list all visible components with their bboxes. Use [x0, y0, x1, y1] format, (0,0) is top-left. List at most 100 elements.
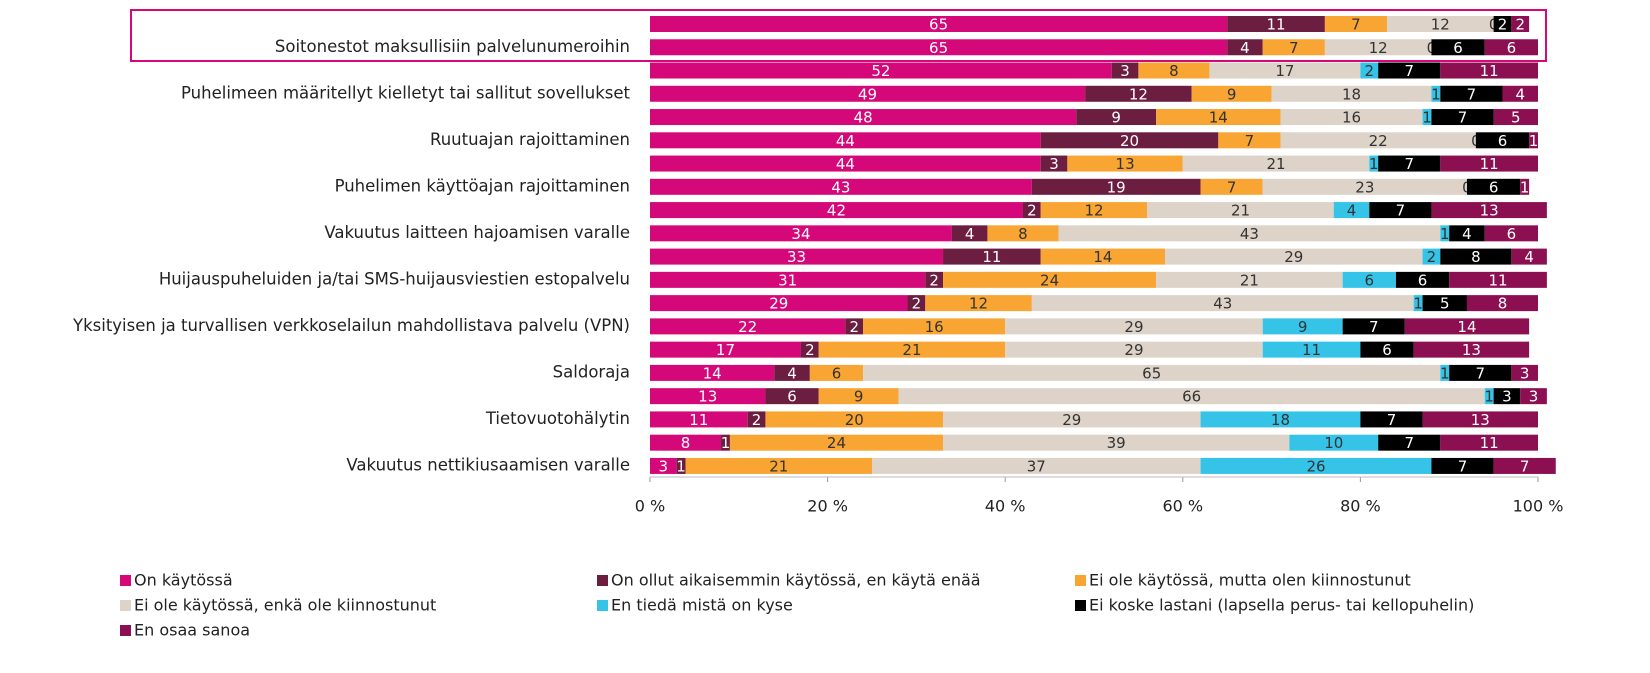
bar-segment: [863, 364, 1441, 381]
data-label: 8: [681, 434, 691, 452]
bar-segment: [1280, 109, 1423, 126]
bar-segment: [1005, 318, 1263, 335]
data-label: 43: [831, 178, 850, 196]
bar-segment: [845, 318, 864, 335]
x-tick-label: 60 %: [1162, 497, 1203, 516]
bar-segment: [1431, 109, 1494, 126]
bar-segment: [1431, 85, 1441, 102]
data-label: 13: [698, 388, 717, 406]
bar-segment: [1493, 388, 1521, 405]
bar-segment: [1475, 132, 1530, 149]
bar-segment: [650, 39, 1228, 56]
highlight-box: [130, 9, 1547, 62]
bar-segment: [1449, 271, 1547, 288]
bar-segment: [1378, 62, 1441, 79]
bar-segment: [650, 16, 1228, 32]
bar-segment: [1200, 411, 1361, 428]
legend-label: Ei ole käytössä, mutta olen kiinnostunut: [1089, 571, 1411, 590]
bar-segment: [1200, 457, 1432, 474]
data-label: 3: [1520, 364, 1530, 382]
bar-segment: [650, 364, 775, 381]
bar-segment: [1404, 318, 1530, 335]
bar-segment: [987, 225, 1059, 242]
bar-segment: [650, 62, 1112, 79]
data-label: 8: [1018, 225, 1028, 243]
bar-segment: [1067, 155, 1183, 172]
bar-segment: [898, 388, 1485, 405]
data-label: 7: [1227, 178, 1237, 196]
data-label: 23: [1355, 178, 1374, 196]
bar-segment: [1289, 434, 1379, 451]
bar-segment: [650, 271, 926, 288]
data-label: 4: [1240, 39, 1250, 57]
data-label: 39: [1107, 434, 1126, 452]
data-label: 14: [1209, 109, 1228, 127]
x-tick-label: 0 %: [635, 497, 665, 516]
data-label: 1: [721, 434, 731, 452]
bar-segment: [774, 364, 810, 381]
bar-segment: [1493, 109, 1538, 126]
bar-segment: [1493, 16, 1512, 32]
data-label: 1: [1520, 178, 1530, 196]
data-label: 4: [1462, 225, 1472, 243]
bar-segment: [1431, 202, 1547, 219]
bar-segment: [1031, 178, 1201, 195]
legend-label: En osaa sanoa: [134, 621, 250, 640]
data-label: 14: [703, 364, 722, 382]
data-label: 18: [1271, 411, 1290, 429]
bar-segment: [1440, 62, 1538, 79]
bar-segment: [872, 457, 1201, 474]
bar-segment: [650, 434, 722, 451]
legend-label: En tiedä mistä on kyse: [611, 596, 793, 615]
bar-segment: [1431, 457, 1494, 474]
data-label: 5: [1511, 109, 1521, 127]
bar-segment: [1369, 202, 1432, 219]
data-label: 5: [1440, 295, 1450, 313]
bar-segment: [1440, 434, 1538, 451]
bar-segment: [1413, 295, 1423, 312]
bar-segment: [650, 132, 1041, 149]
legend-swatch: [120, 575, 131, 586]
data-label: 65: [929, 39, 948, 57]
bar-segment: [943, 271, 1157, 288]
data-label: 21: [769, 457, 788, 475]
bar-segment: [650, 411, 748, 428]
data-label: 1: [1431, 85, 1441, 103]
data-label: 6: [1453, 39, 1463, 57]
data-label: 11: [1480, 434, 1499, 452]
data-label: 4: [1347, 202, 1357, 220]
bar-segment: [1058, 225, 1441, 242]
data-label: 11: [1266, 16, 1285, 34]
data-label: 4: [1515, 85, 1525, 103]
data-label: 6: [1507, 39, 1517, 57]
data-label: 7: [1289, 39, 1299, 57]
bar-segment: [650, 178, 1032, 195]
bar-segment: [1031, 295, 1414, 312]
x-tick-label: 20 %: [807, 497, 848, 516]
bar-segment: [800, 341, 819, 358]
bar-segment: [1484, 388, 1494, 405]
data-label: 1: [1529, 132, 1539, 150]
data-label: 18: [1342, 85, 1361, 103]
data-label: 2: [805, 341, 815, 359]
data-label: 65: [1142, 364, 1161, 382]
data-label: 49: [858, 85, 877, 103]
data-label: 29: [1124, 341, 1143, 359]
data-label: 65: [929, 16, 948, 34]
bar-segment: [1262, 178, 1467, 195]
data-label: 11: [1480, 155, 1499, 173]
data-label: 7: [1387, 411, 1397, 429]
bar-segment: [1484, 39, 1538, 56]
bar-segment: [1085, 85, 1192, 102]
data-label: 7: [1476, 364, 1486, 382]
legend-swatch: [1075, 600, 1086, 611]
bar-segment: [1511, 364, 1538, 381]
bar-segment: [1182, 155, 1370, 172]
bar-segment: [1156, 109, 1281, 126]
bar-segment: [1076, 109, 1157, 126]
data-label: 6: [1418, 271, 1428, 289]
data-label: 6: [1507, 225, 1517, 243]
data-label: 13: [1480, 202, 1499, 220]
data-label: 7: [1467, 85, 1477, 103]
